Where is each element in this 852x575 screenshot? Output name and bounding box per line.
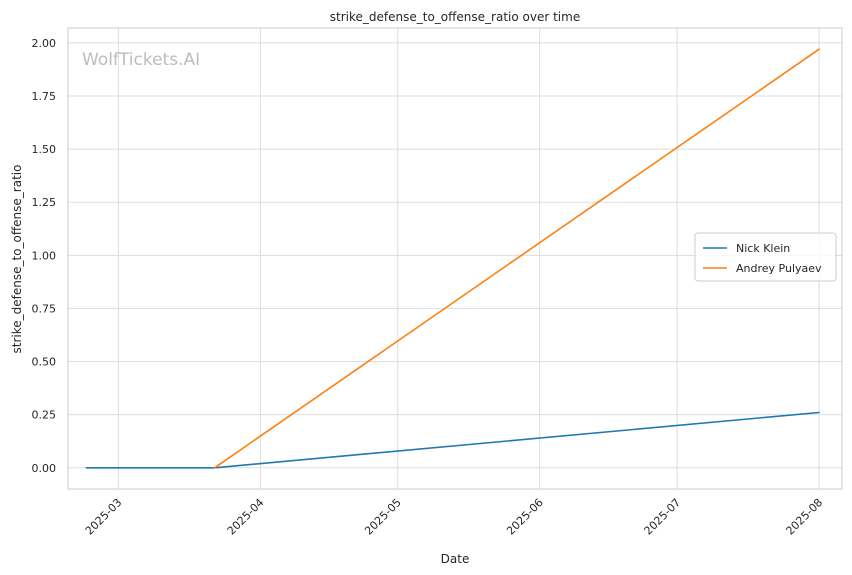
x-axis-ticks: 2025-03 2025-04 2025-05 2025-06 2025-07 2025-… (83, 496, 825, 538)
y-axis-label: strike_defense_to_offense_ratio (10, 165, 24, 354)
chart-title: strike_defense_to_offense_ratio over tim… (330, 10, 580, 24)
y-tick-label: 1.75 (32, 90, 57, 103)
x-tick-label: 2025-07 (642, 496, 684, 538)
y-tick-label: 1.00 (32, 249, 57, 262)
x-tick-label: 2025-06 (504, 496, 546, 538)
y-tick-label: 1.50 (32, 143, 57, 156)
plot-area-frame (67, 27, 843, 490)
series-line-nick-klein (85, 411, 820, 469)
series-layer (85, 48, 820, 469)
series-line-andrey-pulyaev (213, 48, 820, 469)
y-tick-label: 1.25 (32, 196, 57, 209)
x-tick-label: 2025-03 (83, 496, 125, 538)
y-tick-label: 0.50 (32, 356, 57, 369)
y-tick-label: 0.00 (32, 462, 57, 475)
legend-box (694, 232, 837, 282)
y-tick-label: 0.75 (32, 302, 57, 315)
y-tick-label: 2.00 (32, 37, 57, 50)
legend: Nick Klein Andrey Pulyaev (694, 232, 837, 282)
y-tick-label: 0.25 (32, 409, 57, 422)
x-tick-label: 2025-08 (784, 496, 826, 538)
legend-label: Nick Klein (736, 242, 790, 255)
watermark: WolfTickets.AI (82, 50, 200, 70)
y-axis-ticks: 0.00 0.25 0.50 0.75 1.00 1.25 1.50 1.75 2.00 (32, 37, 57, 475)
grid (68, 28, 842, 489)
x-tick-label: 2025-05 (362, 496, 404, 538)
legend-label: Andrey Pulyaev (736, 262, 822, 275)
x-axis-label: Date (441, 552, 470, 566)
x-tick-label: 2025-04 (225, 496, 267, 538)
